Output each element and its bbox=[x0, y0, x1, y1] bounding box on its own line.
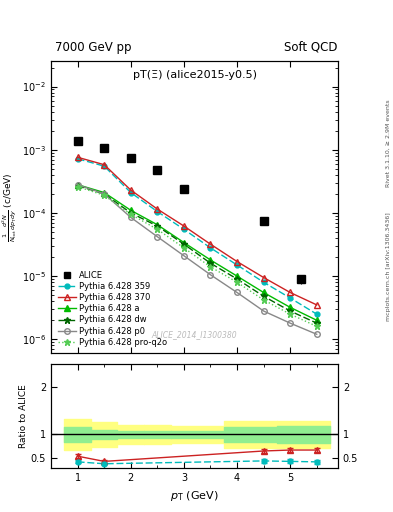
Pythia 6.428 p0 bbox=[288, 320, 292, 326]
Pythia 6.428 p0 bbox=[235, 289, 239, 295]
Pythia 6.428 359 bbox=[235, 262, 239, 268]
Pythia 6.428 pro-q2o bbox=[129, 211, 133, 218]
Pythia 6.428 359 bbox=[155, 208, 160, 215]
Pythia 6.428 a bbox=[75, 182, 80, 188]
Pythia 6.428 359 bbox=[208, 245, 213, 251]
X-axis label: $p_{\rm T}$ (GeV): $p_{\rm T}$ (GeV) bbox=[170, 489, 219, 503]
Text: ALICE_2014_I1300380: ALICE_2014_I1300380 bbox=[152, 330, 237, 339]
Pythia 6.428 p0 bbox=[208, 272, 213, 278]
Pythia 6.428 dw bbox=[129, 210, 133, 216]
Pythia 6.428 359 bbox=[314, 311, 319, 317]
Pythia 6.428 359 bbox=[129, 189, 133, 196]
Line: Pythia 6.428 370: Pythia 6.428 370 bbox=[78, 157, 317, 305]
Pythia 6.428 a bbox=[314, 317, 319, 323]
Pythia 6.428 p0 bbox=[129, 215, 133, 221]
Line: Pythia 6.428 a: Pythia 6.428 a bbox=[78, 185, 317, 320]
Pythia 6.428 a bbox=[182, 240, 186, 246]
Pythia 6.428 pro-q2o bbox=[182, 245, 186, 251]
Pythia 6.428 p0 bbox=[102, 191, 107, 197]
Pythia 6.428 pro-q2o bbox=[235, 279, 239, 285]
Pythia 6.428 370 bbox=[182, 223, 186, 229]
Pythia 6.428 dw bbox=[235, 276, 239, 282]
Pythia 6.428 359 bbox=[75, 156, 80, 162]
Pythia 6.428 p0 bbox=[314, 331, 319, 337]
Text: 7000 GeV pp: 7000 GeV pp bbox=[55, 41, 132, 54]
Pythia 6.428 a bbox=[129, 207, 133, 214]
Pythia 6.428 a bbox=[208, 257, 213, 263]
Pythia 6.428 359 bbox=[261, 279, 266, 285]
Pythia 6.428 p0 bbox=[75, 182, 80, 188]
Line: Pythia 6.428 pro-q2o: Pythia 6.428 pro-q2o bbox=[78, 187, 317, 326]
Line: Pythia 6.428 359: Pythia 6.428 359 bbox=[78, 159, 317, 314]
Pythia 6.428 pro-q2o bbox=[208, 264, 213, 270]
Line: Pythia 6.428 dw: Pythia 6.428 dw bbox=[78, 186, 317, 323]
Pythia 6.428 dw bbox=[75, 183, 80, 189]
Pythia 6.428 a bbox=[235, 273, 239, 279]
Legend: ALICE, Pythia 6.428 359, Pythia 6.428 370, Pythia 6.428 a, Pythia 6.428 dw, Pyth: ALICE, Pythia 6.428 359, Pythia 6.428 37… bbox=[55, 269, 170, 349]
Pythia 6.428 pro-q2o bbox=[288, 311, 292, 317]
Pythia 6.428 pro-q2o bbox=[75, 184, 80, 190]
Pythia 6.428 p0 bbox=[155, 233, 160, 240]
Pythia 6.428 370 bbox=[314, 302, 319, 308]
Text: Soft QCD: Soft QCD bbox=[285, 41, 338, 54]
Pythia 6.428 370 bbox=[235, 259, 239, 265]
Pythia 6.428 370 bbox=[288, 289, 292, 295]
Pythia 6.428 370 bbox=[75, 154, 80, 160]
Pythia 6.428 pro-q2o bbox=[155, 226, 160, 232]
Pythia 6.428 a bbox=[155, 222, 160, 228]
Pythia 6.428 359 bbox=[288, 295, 292, 301]
Pythia 6.428 370 bbox=[155, 206, 160, 212]
Pythia 6.428 dw bbox=[102, 191, 107, 197]
Text: mcplots.cern.ch [arXiv:1306.3436]: mcplots.cern.ch [arXiv:1306.3436] bbox=[386, 212, 391, 321]
Text: pT(Ξ) (alice2015-y0.5): pT(Ξ) (alice2015-y0.5) bbox=[132, 70, 257, 80]
Pythia 6.428 p0 bbox=[182, 252, 186, 259]
Pythia 6.428 dw bbox=[182, 241, 186, 247]
Line: Pythia 6.428 p0: Pythia 6.428 p0 bbox=[78, 185, 317, 334]
Y-axis label: $\frac{1}{N_{\rm tot}}\frac{d^2N}{dp_{\rm T}dy}$ (c/GeV): $\frac{1}{N_{\rm tot}}\frac{d^2N}{dp_{\r… bbox=[1, 173, 19, 242]
Pythia 6.428 a bbox=[288, 304, 292, 310]
Y-axis label: Ratio to ALICE: Ratio to ALICE bbox=[19, 384, 28, 448]
Pythia 6.428 pro-q2o bbox=[261, 297, 266, 303]
Pythia 6.428 dw bbox=[314, 320, 319, 326]
Pythia 6.428 pro-q2o bbox=[102, 192, 107, 198]
Pythia 6.428 dw bbox=[155, 223, 160, 229]
Pythia 6.428 pro-q2o bbox=[314, 323, 319, 329]
Pythia 6.428 a bbox=[102, 189, 107, 196]
Pythia 6.428 370 bbox=[208, 241, 213, 247]
Pythia 6.428 370 bbox=[102, 162, 107, 168]
Text: Rivet 3.1.10, ≥ 2.9M events: Rivet 3.1.10, ≥ 2.9M events bbox=[386, 99, 391, 187]
Pythia 6.428 p0 bbox=[261, 308, 266, 314]
Pythia 6.428 359 bbox=[182, 226, 186, 232]
Pythia 6.428 a bbox=[261, 289, 266, 295]
Pythia 6.428 dw bbox=[288, 308, 292, 314]
Pythia 6.428 dw bbox=[208, 260, 213, 266]
Pythia 6.428 370 bbox=[129, 187, 133, 193]
Pythia 6.428 359 bbox=[102, 163, 107, 169]
Pythia 6.428 370 bbox=[261, 274, 266, 281]
Pythia 6.428 dw bbox=[261, 293, 266, 300]
